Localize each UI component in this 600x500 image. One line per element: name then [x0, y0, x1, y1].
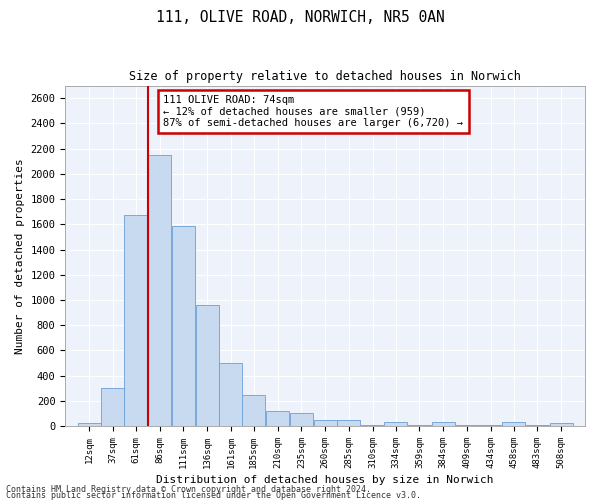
Text: Contains public sector information licensed under the Open Government Licence v3: Contains public sector information licen…	[6, 490, 421, 500]
Title: Size of property relative to detached houses in Norwich: Size of property relative to detached ho…	[129, 70, 521, 83]
Bar	[101, 388, 124, 426]
Bar	[266, 411, 289, 426]
Text: 111, OLIVE ROAD, NORWICH, NR5 0AN: 111, OLIVE ROAD, NORWICH, NR5 0AN	[155, 10, 445, 25]
Bar	[242, 394, 265, 426]
Y-axis label: Number of detached properties: Number of detached properties	[15, 158, 25, 354]
Text: Contains HM Land Registry data © Crown copyright and database right 2024.: Contains HM Land Registry data © Crown c…	[6, 484, 371, 494]
Bar	[550, 423, 573, 426]
Bar	[148, 155, 171, 426]
Text: 111 OLIVE ROAD: 74sqm
← 12% of detached houses are smaller (959)
87% of semi-det: 111 OLIVE ROAD: 74sqm ← 12% of detached …	[163, 94, 463, 128]
Bar	[220, 363, 242, 426]
Bar	[337, 420, 361, 426]
Bar	[124, 216, 147, 426]
Bar	[290, 414, 313, 426]
Bar	[172, 226, 195, 426]
Bar	[196, 305, 218, 426]
Bar	[77, 423, 101, 426]
Bar	[314, 420, 337, 426]
Bar	[431, 422, 455, 426]
Bar	[384, 422, 407, 426]
Bar	[502, 422, 525, 426]
X-axis label: Distribution of detached houses by size in Norwich: Distribution of detached houses by size …	[157, 475, 494, 485]
